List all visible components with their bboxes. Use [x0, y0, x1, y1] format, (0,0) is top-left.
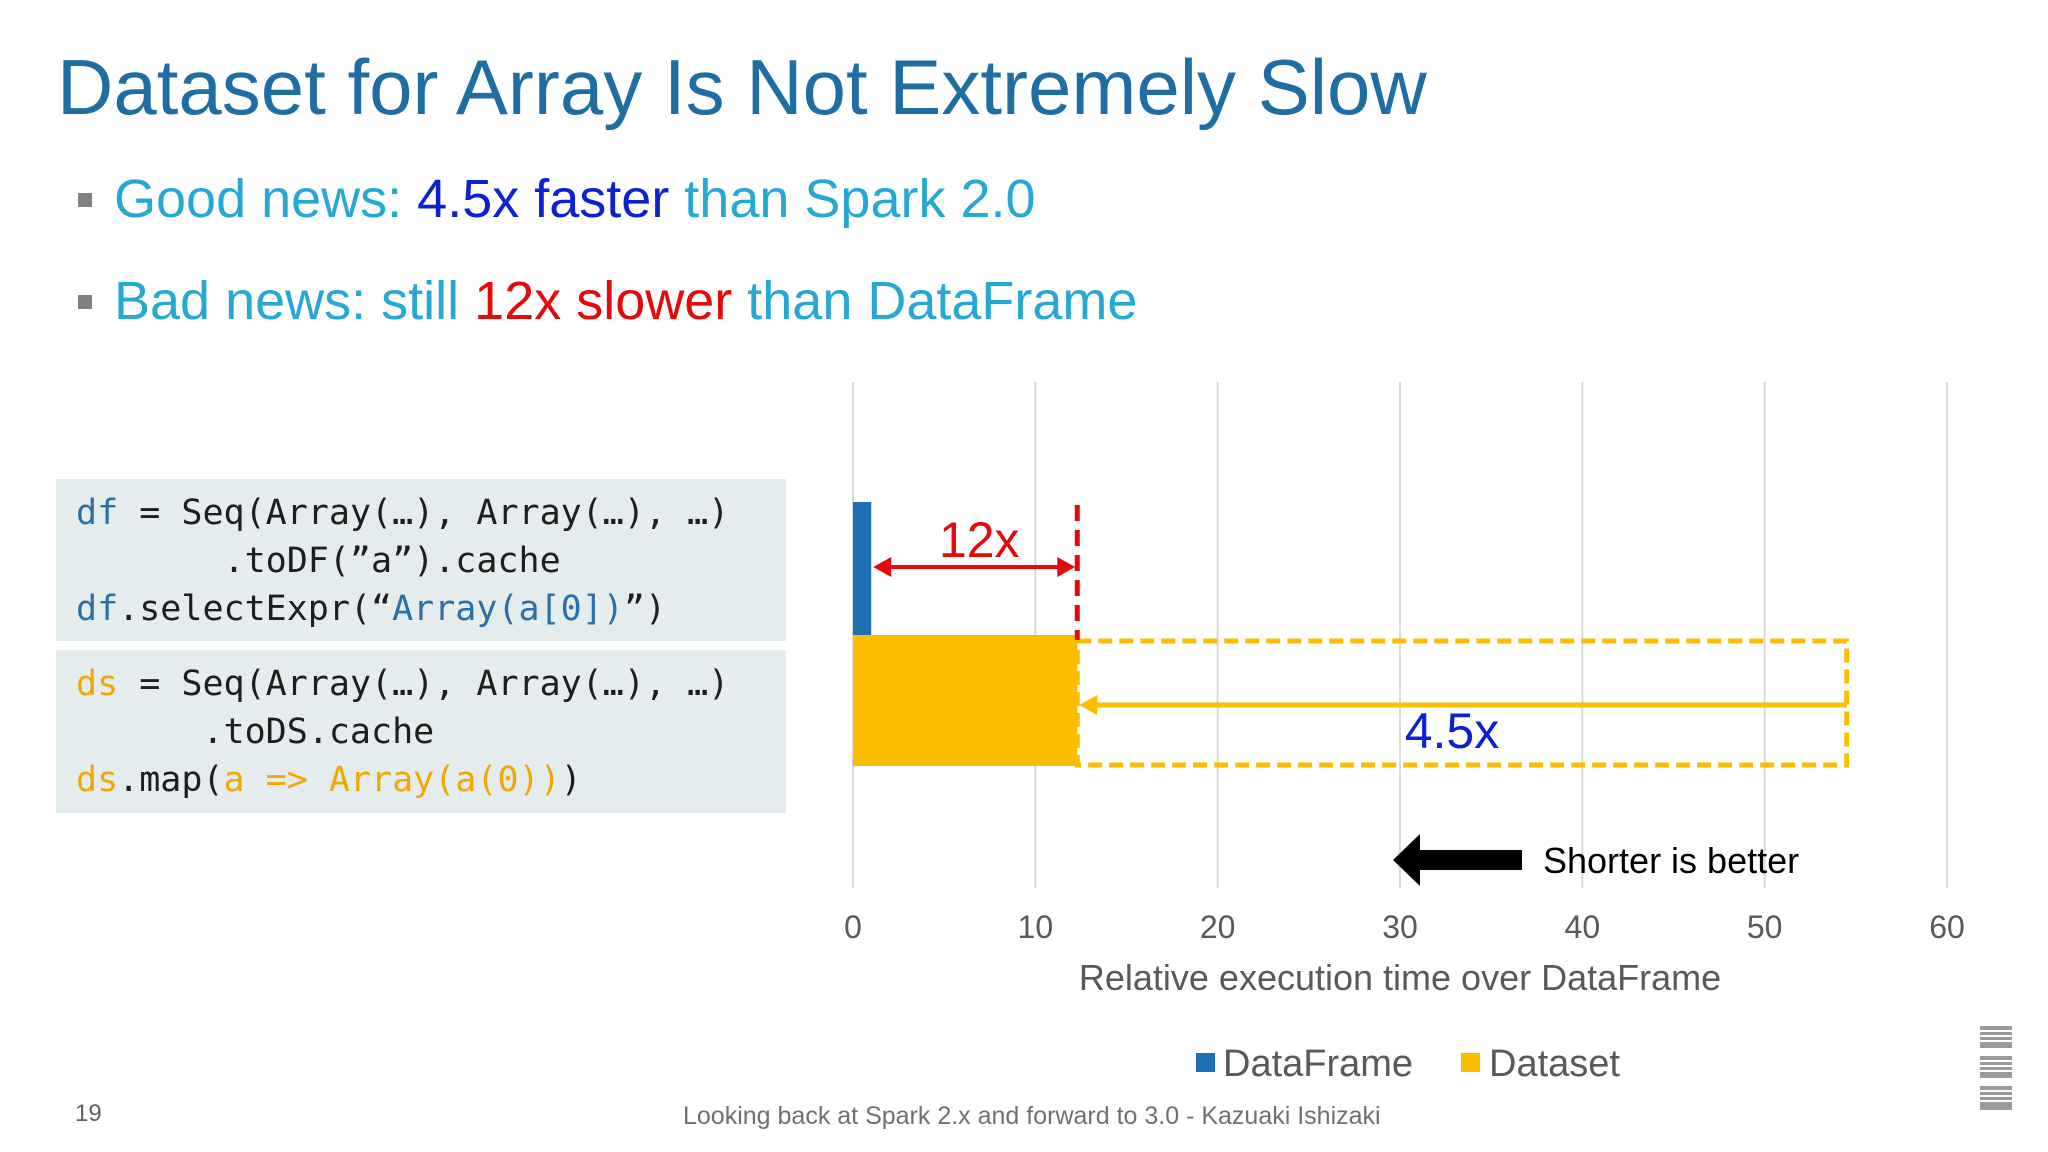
x-tick-label: 10: [1018, 909, 1054, 945]
code-var: ds: [76, 760, 119, 800]
code-var: df: [76, 589, 119, 629]
code-text: .toDS.cache: [76, 712, 435, 752]
code-line: .toDS.cache: [76, 708, 786, 756]
code-line: .toDF(”a”).cache: [76, 537, 786, 585]
code-line: ds.map(a => Array(a(0))): [76, 756, 786, 804]
bullet-highlight: 4.5x faster: [417, 169, 670, 229]
x-tick-label: 0: [844, 909, 862, 945]
bullet-marker-icon: [78, 295, 92, 309]
code-var: ds: [76, 664, 119, 704]
faster-arrow-head: [1079, 695, 1098, 715]
code-text: .selectExpr(“: [118, 589, 393, 629]
faster-label: 4.5x: [1405, 703, 1500, 759]
x-tick-label: 50: [1747, 909, 1783, 945]
legend-label-dataset: Dataset: [1489, 1043, 1620, 1085]
slower-arrow-left-head: [873, 557, 892, 577]
code-text: = Seq(Array(…), Array(…), …): [118, 664, 730, 704]
code-text: ): [560, 760, 582, 800]
bullet-marker-icon: [78, 193, 92, 207]
shorter-arrow-icon: [1393, 834, 1522, 886]
x-tick-label: 60: [1929, 909, 1965, 945]
code-text: ”): [623, 589, 667, 629]
code-text: = Seq(Array(…), Array(…), …): [118, 493, 730, 533]
x-tick-label: 20: [1200, 909, 1236, 945]
code-lambda: a => Array(a(0)): [223, 760, 561, 800]
code-line: ds = Seq(Array(…), Array(…), …): [76, 660, 786, 708]
ibm-logo: [1980, 1026, 2012, 1110]
code-text: .toDF(”a”).cache: [76, 541, 561, 581]
footer-text: Looking back at Spark 2.x and forward to…: [683, 1102, 1381, 1130]
legend-swatch-dataset: [1461, 1053, 1480, 1072]
code-line: df = Seq(Array(…), Array(…), …): [76, 489, 786, 537]
legend-swatch-dataframe: [1196, 1053, 1215, 1072]
bar-dataframe: [853, 502, 872, 635]
code-block-dataframe: df = Seq(Array(…), Array(…), …) .toDF(”a…: [56, 479, 786, 641]
x-tick-label: 30: [1382, 909, 1418, 945]
bullet-text-post: than Spark 2.0: [669, 169, 1036, 229]
page-number: 19: [75, 1100, 102, 1127]
legend-label-dataframe: DataFrame: [1223, 1043, 1413, 1085]
slide-title: Dataset for Array Is Not Extremely Slow: [57, 43, 1427, 131]
slower-label: 12x: [939, 512, 1020, 568]
code-line: df.selectExpr(“Array(a[0])”): [76, 585, 786, 633]
bullet-text-post: than DataFrame: [732, 271, 1138, 331]
bullet-list: Good news: 4.5x faster than Spark 2.0 Ba…: [78, 164, 1137, 368]
shorter-label: Shorter is better: [1543, 840, 1799, 881]
bullet-highlight: 12x slower: [474, 271, 733, 331]
bullet-good-news: Good news: 4.5x faster than Spark 2.0: [78, 164, 1137, 234]
x-axis-label: Relative execution time over DataFrame: [1079, 957, 1721, 998]
bullet-text-pre: Bad news: still: [114, 271, 475, 331]
x-tick-label: 40: [1565, 909, 1601, 945]
code-string: Array(a[0]): [392, 589, 624, 629]
code-text: .map(: [118, 760, 224, 800]
bullet-text-pre: Good news:: [114, 169, 418, 229]
bar-dataset: [853, 635, 1078, 766]
code-block-dataset: ds = Seq(Array(…), Array(…), …) .toDS.ca…: [56, 650, 786, 813]
bullet-bad-news: Bad news: still 12x slower than DataFram…: [78, 266, 1137, 336]
slower-arrow-right-head: [1057, 557, 1076, 577]
code-var: df: [76, 493, 119, 533]
